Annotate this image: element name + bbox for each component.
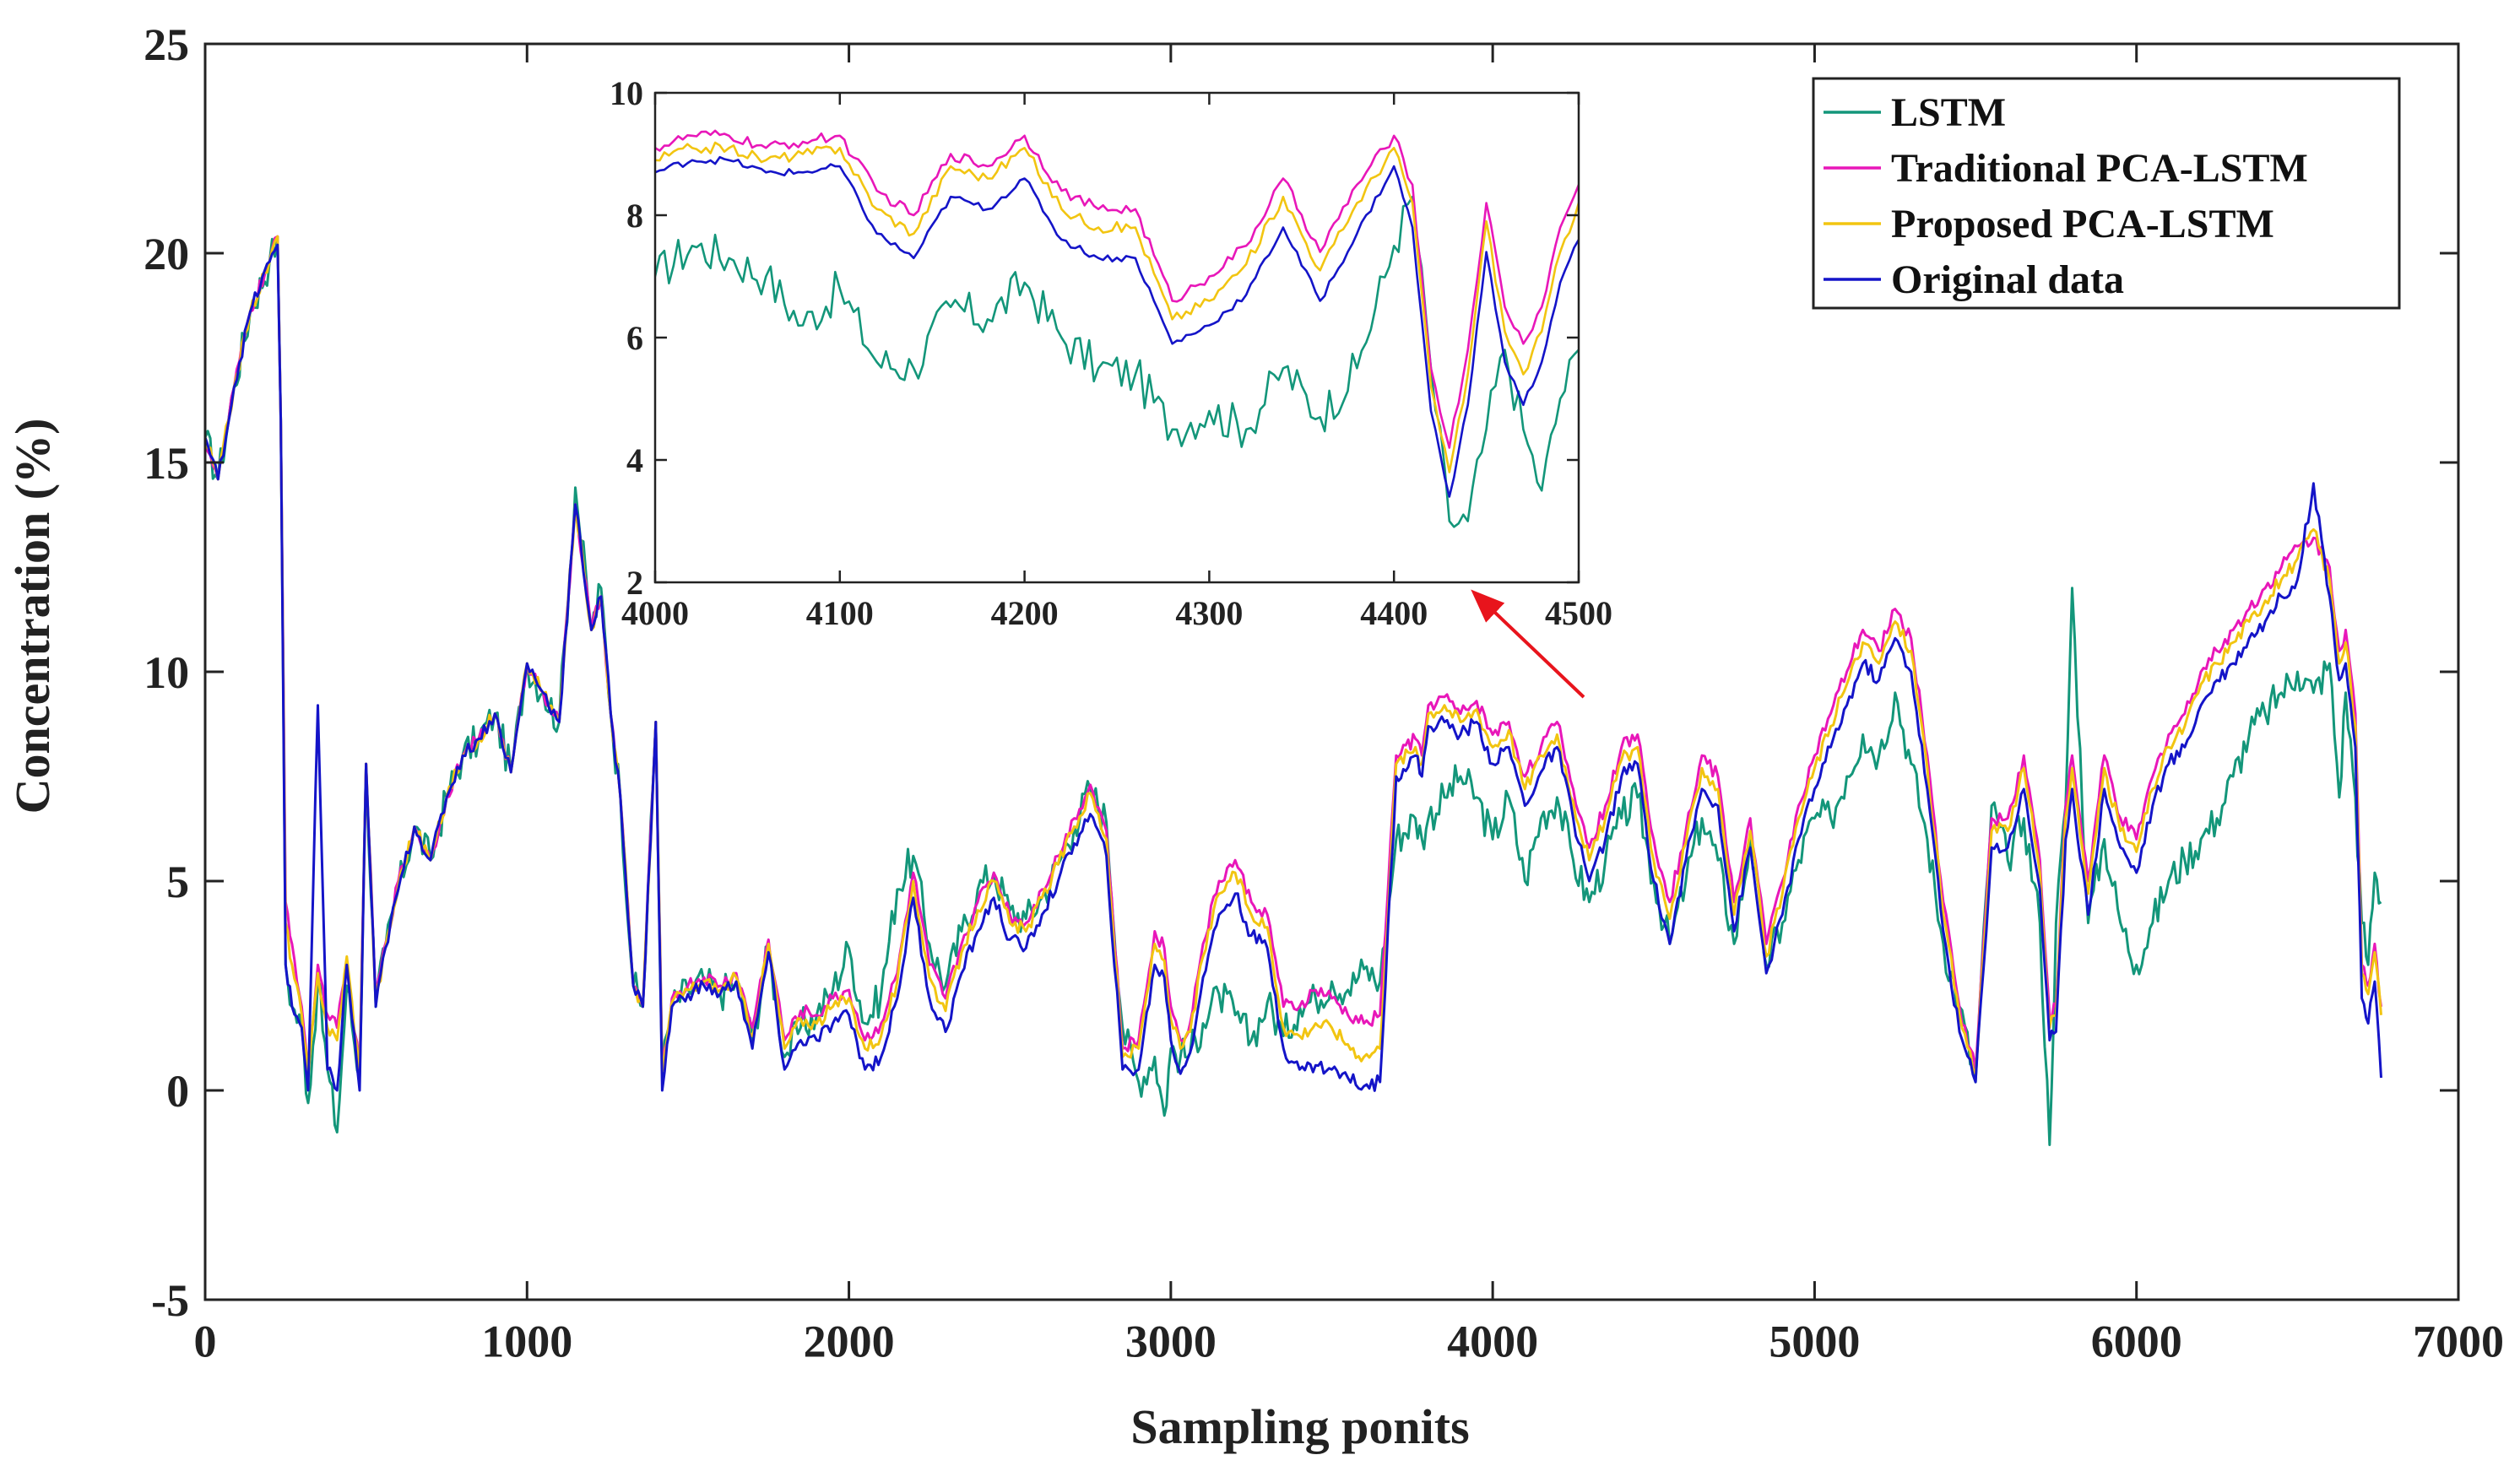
main-x-tick-label: 7000	[2413, 1317, 2504, 1367]
main-y-tick-label: 25	[144, 19, 189, 70]
inset-series-traditional	[655, 129, 1579, 449]
main-y-tick-label: 15	[144, 438, 189, 489]
inset-y-tick-label: 2	[626, 564, 643, 602]
main-series-group	[205, 235, 2382, 1146]
main-x-tick-label: 6000	[2091, 1317, 2182, 1367]
x-axis-title: Sampling ponits	[1130, 1399, 1469, 1454]
main-x-tick-label: 3000	[1125, 1317, 1217, 1367]
main-y-tick-label: 0	[166, 1066, 189, 1117]
main-y-tick-label: 10	[144, 647, 189, 698]
main-x-tick-label: 2000	[804, 1317, 895, 1367]
main-y-tick-label: 20	[144, 229, 189, 279]
main-y-tick-label: -5	[151, 1275, 189, 1326]
inset-y-tick-label: 4	[626, 441, 643, 479]
legend-label-proposed: Proposed PCA-LSTM	[1891, 202, 2274, 246]
inset-series-original	[655, 155, 1579, 498]
y-axis-title: Concentration (%)	[5, 419, 60, 814]
main-x-tick-label: 0	[194, 1317, 217, 1367]
main-x-tick-label: 1000	[481, 1317, 572, 1367]
inset-x-tick-label: 4100	[806, 594, 874, 632]
inset-x-tick-label: 4000	[621, 594, 689, 632]
inset-x-tick-label: 4300	[1175, 594, 1243, 632]
legend-label-traditional: Traditional PCA-LSTM	[1891, 146, 2308, 191]
inset-x-tick-label: 4500	[1545, 594, 1612, 632]
legend: LSTM Traditional PCA-LSTM Proposed PCA-LST…	[1812, 77, 2401, 310]
inset-plot: 4000 4100 4200 4300 4400 4500 2 4 6 8 10	[610, 74, 1612, 699]
inset-y-tick-label: 10	[610, 74, 643, 112]
inset-y-tick-label: 6	[626, 319, 643, 357]
inset-series-group	[655, 129, 1579, 528]
inset-series-proposed	[655, 141, 1579, 473]
inset-plot-area	[655, 93, 1579, 582]
inset-x-tick-label: 4200	[991, 594, 1059, 632]
legend-label-lstm: LSTM	[1891, 90, 2006, 135]
inset-x-tick-label: 4400	[1360, 594, 1428, 632]
legend-label-original: Original data	[1891, 257, 2124, 302]
main-series-original	[205, 243, 2382, 1092]
inset-y-tick-label: 8	[626, 197, 643, 235]
legend-box	[1812, 77, 2401, 310]
main-x-tick-label: 4000	[1447, 1317, 1538, 1367]
main-x-tick-label: 5000	[1769, 1317, 1860, 1367]
main-y-tick-label: 5	[166, 857, 189, 907]
zoom-arrow	[1471, 589, 1585, 699]
